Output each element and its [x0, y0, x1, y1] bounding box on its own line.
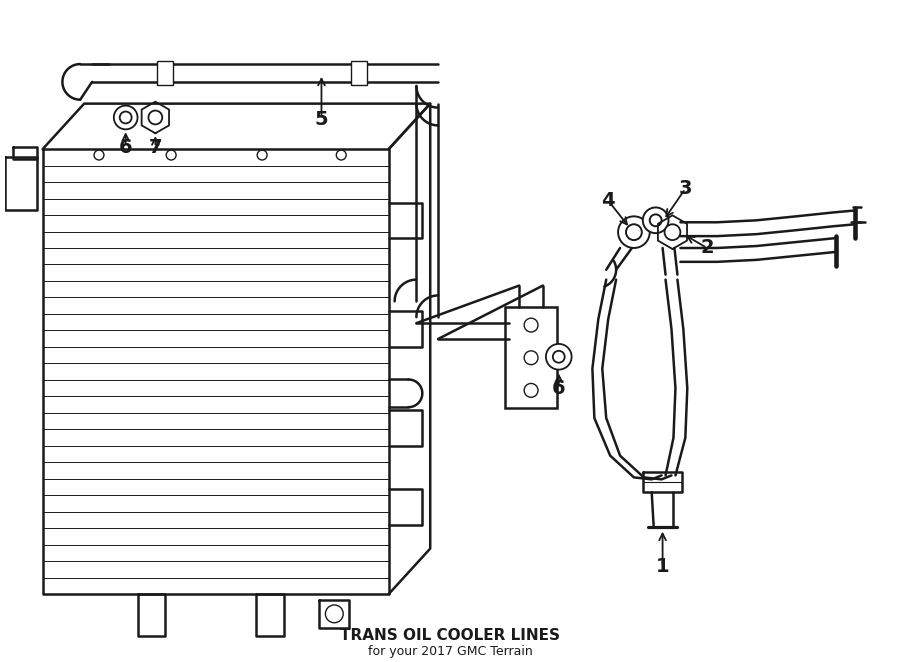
Text: 6: 6 — [119, 138, 132, 157]
Circle shape — [120, 111, 131, 123]
Circle shape — [546, 344, 572, 369]
Bar — [506, 307, 557, 408]
Circle shape — [664, 224, 680, 240]
Circle shape — [148, 111, 162, 124]
Text: 6: 6 — [552, 379, 565, 398]
Text: 7: 7 — [148, 138, 162, 157]
Text: 3: 3 — [679, 179, 692, 198]
Circle shape — [113, 106, 138, 129]
Circle shape — [650, 214, 662, 226]
Text: 4: 4 — [601, 191, 615, 210]
Circle shape — [326, 605, 343, 623]
Circle shape — [166, 150, 176, 160]
Text: for your 2017 GMC Terrain: for your 2017 GMC Terrain — [367, 645, 533, 658]
Circle shape — [337, 150, 347, 160]
Circle shape — [257, 150, 267, 160]
Circle shape — [524, 351, 538, 365]
Text: 2: 2 — [700, 238, 714, 258]
Text: 1: 1 — [656, 557, 670, 576]
Circle shape — [643, 207, 669, 233]
Circle shape — [524, 318, 538, 332]
Circle shape — [626, 224, 642, 240]
Circle shape — [553, 351, 564, 363]
Text: 5: 5 — [315, 110, 328, 129]
Text: TRANS OIL COOLER LINES: TRANS OIL COOLER LINES — [340, 628, 560, 643]
Circle shape — [618, 216, 650, 248]
Circle shape — [94, 150, 104, 160]
Bar — [158, 61, 173, 85]
Bar — [351, 61, 367, 85]
Circle shape — [524, 383, 538, 397]
